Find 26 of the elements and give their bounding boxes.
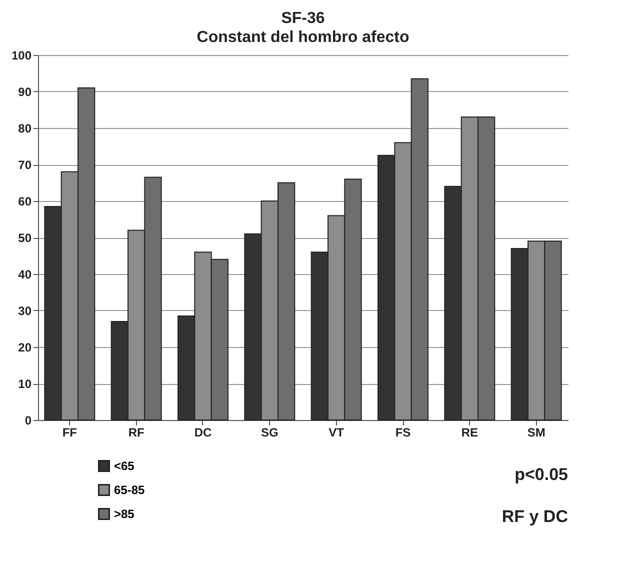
y-tick-label: 90	[18, 85, 32, 99]
x-tick-label: RE	[461, 426, 478, 440]
y-tick-label: 50	[18, 231, 32, 245]
y-tick-label: 80	[18, 122, 32, 136]
text: RF y DC	[502, 507, 568, 526]
y-tick-label: 20	[18, 340, 32, 354]
x-tick-label: DC	[194, 426, 212, 440]
x-tick-label: SG	[260, 426, 278, 440]
x-tick-label: VT	[328, 426, 345, 440]
x-tick-label: FF	[62, 426, 78, 440]
x-tick-label: FS	[395, 426, 411, 440]
y-tick-label: 30	[18, 304, 32, 318]
y-tick-label: 0	[24, 414, 32, 428]
chart-title: SF-36	[281, 10, 325, 27]
y-tick-label: 60	[18, 194, 32, 208]
y-tick-label: 70	[18, 158, 32, 172]
x-tick-label: SM	[527, 426, 546, 440]
legend-label: >85	[114, 507, 135, 521]
text: p<0.05	[514, 465, 568, 484]
y-tick-label: 40	[18, 268, 32, 282]
legend-label: <65	[114, 459, 135, 473]
chart-subtitle: Constant del hombro afecto	[196, 29, 410, 46]
x-tick-label: RF	[128, 426, 144, 440]
y-tick-label: 100	[11, 48, 32, 62]
y-tick-label: 10	[18, 377, 32, 391]
legend-label: 65-85	[114, 483, 146, 497]
